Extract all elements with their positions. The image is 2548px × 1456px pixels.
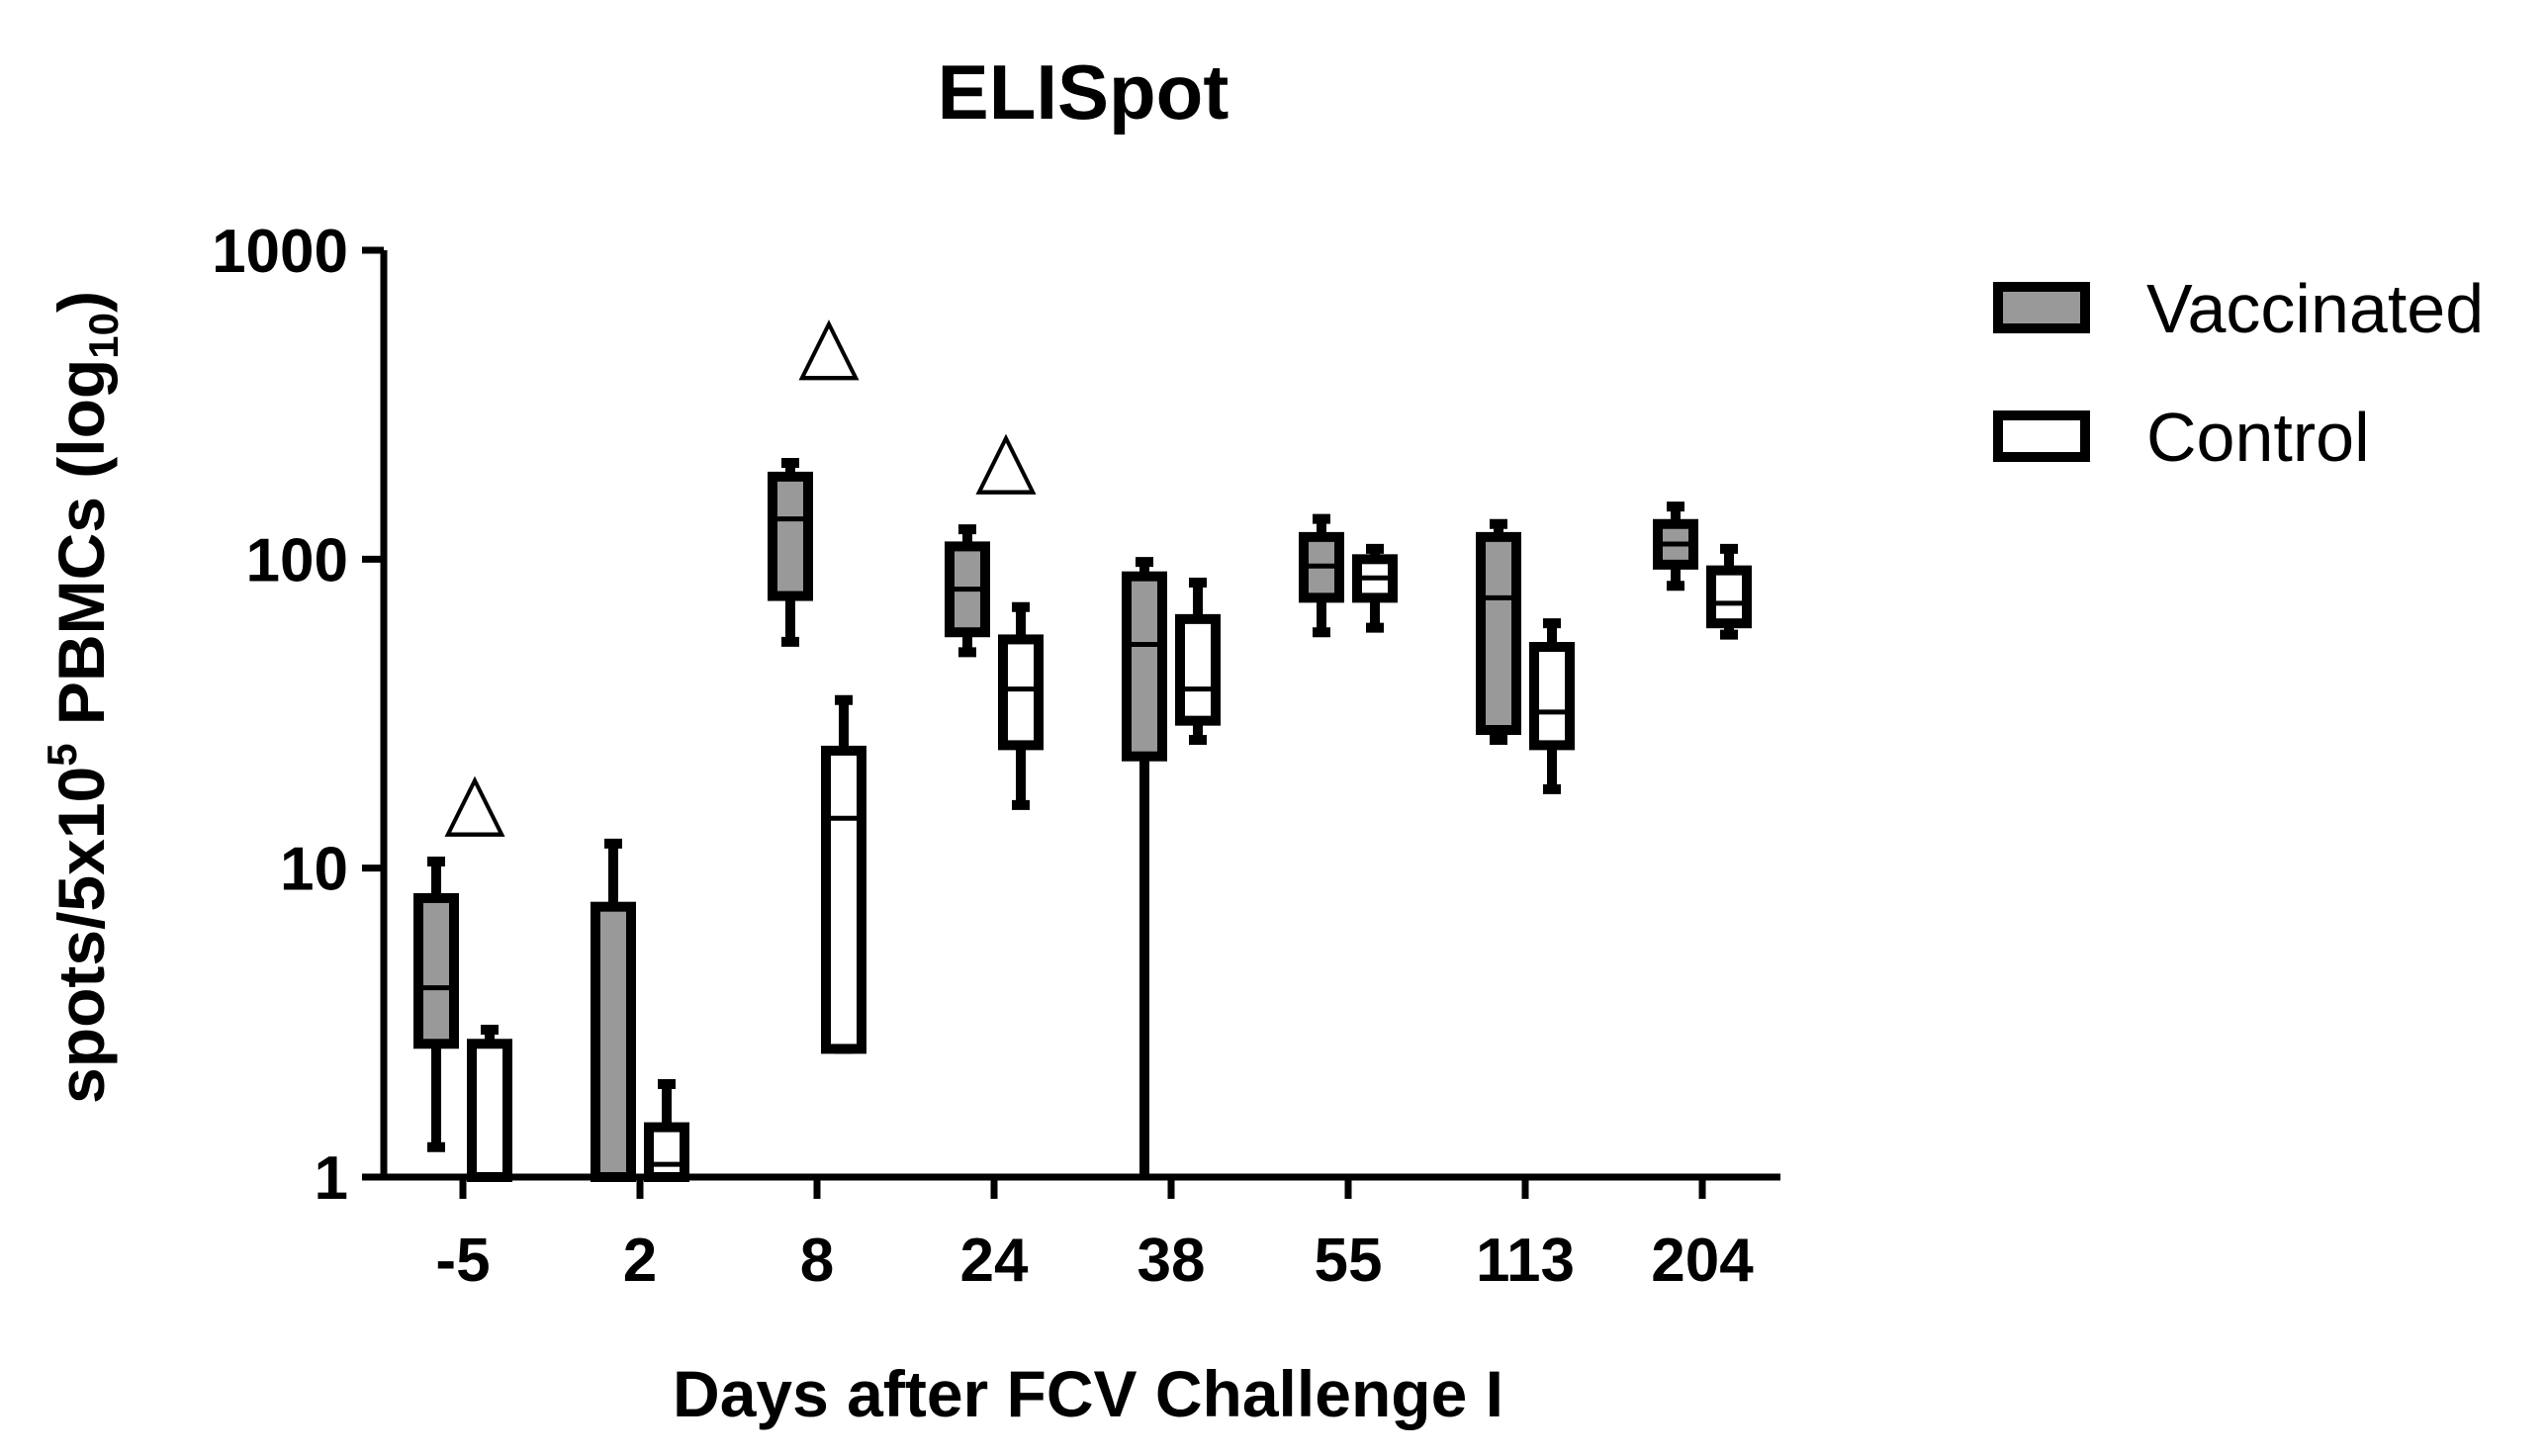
control-box-0 xyxy=(467,1039,512,1183)
y-axis-label-sub: 10 xyxy=(80,313,127,359)
significance-marker-1: △ xyxy=(798,298,860,390)
x-tick-label-3: 24 xyxy=(960,1227,1029,1295)
y-tick-label-1: 10 xyxy=(280,836,348,904)
control-box-1 xyxy=(644,1122,689,1182)
x-tick-label-1: 2 xyxy=(623,1227,657,1295)
y-axis-label-base: spots/5x10 xyxy=(45,767,118,1104)
significance-marker-0: △ xyxy=(444,754,505,846)
x-tick-label-7: 204 xyxy=(1651,1227,1754,1295)
vaccinated-box-2 xyxy=(768,471,813,601)
x-tick-label-0: -5 xyxy=(435,1227,490,1295)
plot-area: 1 10 100 1000 -5 2 8 24 38 55 113 204 △ △ △ xyxy=(212,218,1780,1295)
y-tick-label-2: 100 xyxy=(246,526,348,594)
legend: Vaccinated Control xyxy=(1993,270,2484,476)
chart-title: ELISpot xyxy=(938,48,1229,136)
legend-label-control: Control xyxy=(2146,399,2370,476)
x-tick-label-5: 55 xyxy=(1315,1227,1383,1295)
control-box-6 xyxy=(1529,642,1575,751)
x-tick-label-4: 38 xyxy=(1138,1227,1206,1295)
y-axis-label-sup: 5 xyxy=(39,743,85,766)
control-box-7 xyxy=(1706,565,1752,629)
control-box-2 xyxy=(821,745,866,1054)
x-tick-label-2: 8 xyxy=(800,1227,834,1295)
x-tick-label-6: 113 xyxy=(1476,1227,1575,1295)
y-axis-label-mid: PBMCs (log xyxy=(45,359,118,744)
legend-label-vaccinated: Vaccinated xyxy=(2146,270,2484,347)
vaccinated-box-0 xyxy=(413,892,459,1049)
legend-swatch-vaccinated xyxy=(1993,282,2090,333)
x-axis-label: Days after FCV Challenge I xyxy=(673,1357,1503,1430)
vaccinated-box-1 xyxy=(591,901,636,1182)
control-box-3 xyxy=(998,634,1044,751)
y-axis-label-end: ) xyxy=(45,291,118,313)
legend-swatch-control xyxy=(1993,410,2090,462)
y-axis-label: spots/5x105 PBMCs (log10) xyxy=(39,291,127,1104)
y-tick-label-0: 1 xyxy=(315,1144,348,1213)
control-box-4 xyxy=(1175,613,1221,726)
significance-marker-2: △ xyxy=(975,411,1037,503)
vaccinated-box-6 xyxy=(1476,531,1521,736)
vaccinated-box-4 xyxy=(1122,571,1167,762)
y-tick-label-3: 1000 xyxy=(212,218,348,286)
